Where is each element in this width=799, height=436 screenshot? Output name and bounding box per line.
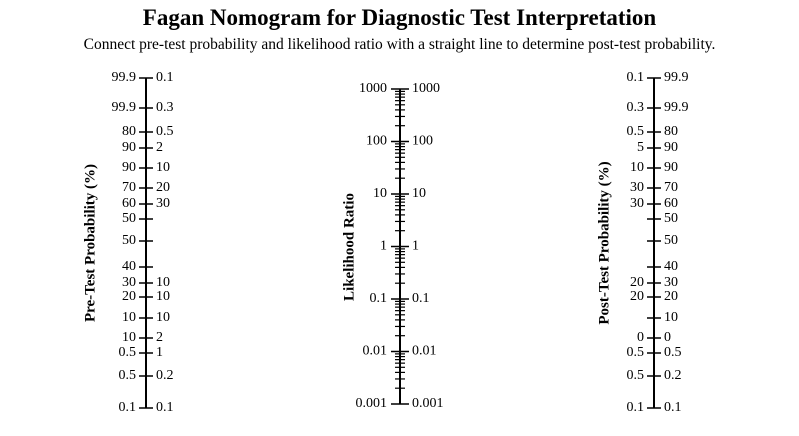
tick-label-right: 0.5 xyxy=(664,345,682,360)
tick-label-right: 99.9 xyxy=(664,100,689,115)
tick-label-right: 99.9 xyxy=(664,70,689,85)
tick-label-right: 0.2 xyxy=(664,368,682,383)
tick-label-right: 0.1 xyxy=(156,70,174,85)
tick-label-right: 2 xyxy=(156,330,163,345)
tick-label-right: 0.5 xyxy=(156,124,174,139)
tick-label-left: 0.5 xyxy=(627,368,645,383)
tick-label-right: 30 xyxy=(156,196,170,211)
tick-label-right: 50 xyxy=(664,233,678,248)
tick-label-left: 10 xyxy=(373,186,387,201)
tick-label-left: 50 xyxy=(122,233,136,248)
tick-label-left: 100 xyxy=(366,134,387,149)
tick-label-right: 90 xyxy=(664,160,678,175)
tick-label-right: 70 xyxy=(664,180,678,195)
tick-label-right: 0.1 xyxy=(156,400,174,415)
tick-label-left: 90 xyxy=(122,140,136,155)
tick-label-left: 1 xyxy=(380,239,387,254)
tick-label-right: 10 xyxy=(156,289,170,304)
tick-label-left: 0.001 xyxy=(356,396,388,411)
tick-label-left: 80 xyxy=(122,124,136,139)
tick-label-right: 10 xyxy=(156,160,170,175)
tick-label-right: 80 xyxy=(664,124,678,139)
tick-label-left: 0.5 xyxy=(119,368,137,383)
tick-label-right: 2 xyxy=(156,140,163,155)
tick-label-left: 90 xyxy=(122,160,136,175)
tick-label-right: 40 xyxy=(664,259,678,274)
nomogram-subtitle: Connect pre-test probability and likelih… xyxy=(83,36,716,53)
tick-label-left: 70 xyxy=(122,180,136,195)
tick-label-right: 100 xyxy=(412,134,433,149)
axis-title: Pre-Test Probability (%) xyxy=(82,164,98,322)
tick-label-right: 0.3 xyxy=(156,100,174,115)
tick-label-left: 0.1 xyxy=(370,291,388,306)
tick-label-left: 0.1 xyxy=(627,70,645,85)
tick-label-left: 0.5 xyxy=(627,124,645,139)
tick-label-right: 0 xyxy=(664,330,671,345)
tick-label-left: 40 xyxy=(122,259,136,274)
tick-label-right: 90 xyxy=(664,140,678,155)
tick-label-right: 0.001 xyxy=(412,396,444,411)
tick-label-left: 30 xyxy=(122,275,136,290)
tick-label-right: 20 xyxy=(664,289,678,304)
tick-label-right: 1000 xyxy=(412,81,440,96)
tick-label-left: 20 xyxy=(122,289,136,304)
axis-title: Likelihood Ratio xyxy=(341,193,357,301)
tick-label-right: 1 xyxy=(412,239,419,254)
tick-label-right: 0.1 xyxy=(412,291,430,306)
nomogram-title: Fagan Nomogram for Diagnostic Test Inter… xyxy=(142,5,657,30)
tick-label-left: 99.9 xyxy=(112,100,137,115)
tick-label-left: 30 xyxy=(630,196,644,211)
tick-label-left: 0.5 xyxy=(119,345,137,360)
tick-label-left: 1000 xyxy=(359,81,387,96)
tick-label-left: 60 xyxy=(122,196,136,211)
tick-label-left: 20 xyxy=(630,289,644,304)
tick-label-right: 0.1 xyxy=(664,400,682,415)
tick-label-right: 10 xyxy=(664,310,678,325)
tick-label-left: 99.9 xyxy=(112,70,137,85)
tick-label-left: 0.1 xyxy=(627,400,645,415)
axis-title: Post-Test Probability (%) xyxy=(596,161,612,324)
tick-label-left: 0.01 xyxy=(363,344,388,359)
tick-label-left: 0 xyxy=(637,330,644,345)
tick-label-right: 0.01 xyxy=(412,344,437,359)
tick-label-left: 50 xyxy=(122,211,136,226)
likelihood-ratio-scale: 1000 1000 100 100 10 10 1 1 0.1 0.1 0.01 0.01 0.001 0… xyxy=(341,81,443,411)
tick-label-left: 0.3 xyxy=(627,100,645,115)
tick-label-left: 5 xyxy=(637,140,644,155)
tick-label-left: 30 xyxy=(630,180,644,195)
tick-label-left: 10 xyxy=(122,330,136,345)
tick-label-right: 60 xyxy=(664,196,678,211)
tick-label-left: 10 xyxy=(122,310,136,325)
tick-label-right: 20 xyxy=(156,180,170,195)
tick-label-right: 50 xyxy=(664,211,678,226)
tick-label-left: 0.1 xyxy=(119,400,137,415)
tick-label-right: 0.2 xyxy=(156,368,174,383)
tick-label-right: 10 xyxy=(412,186,426,201)
tick-label-left: 0.5 xyxy=(627,345,645,360)
tick-label-left: 10 xyxy=(630,160,644,175)
tick-label-right: 30 xyxy=(664,275,678,290)
tick-label-right: 10 xyxy=(156,310,170,325)
tick-label-left: 20 xyxy=(630,275,644,290)
pre-test-probability-scale: 99.9 0.1 99.9 0.3 80 0.5 90 2 90 10 70 20 60 30 50 50 40… xyxy=(82,70,173,415)
tick-label-right: 10 xyxy=(156,275,170,290)
tick-label-right: 1 xyxy=(156,345,163,360)
